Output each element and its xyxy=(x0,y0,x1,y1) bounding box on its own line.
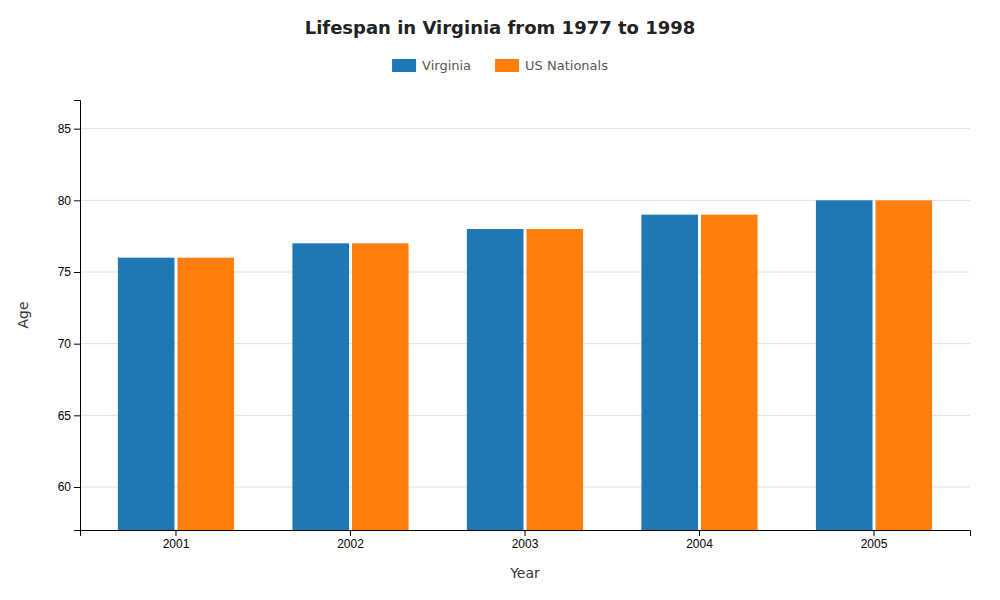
bar xyxy=(118,258,175,530)
y-tick-label: 60 xyxy=(58,480,72,494)
bar xyxy=(876,200,933,530)
x-tick: 2004 xyxy=(686,530,713,551)
y-tick-label: 75 xyxy=(58,265,72,279)
bar xyxy=(467,229,524,530)
y-tick: 80 xyxy=(58,194,80,208)
y-tick-label: 80 xyxy=(58,194,72,208)
y-tick-label: 65 xyxy=(58,409,72,423)
legend-swatch xyxy=(392,59,416,72)
x-tick: 2003 xyxy=(512,530,539,551)
x-axis-line xyxy=(81,531,971,537)
bar xyxy=(526,229,583,530)
x-tick-mark xyxy=(525,530,526,536)
x-axis: 2001 2002 2003 2004 2005 xyxy=(81,530,971,551)
x-tick-mark xyxy=(699,530,700,536)
chart: 2001 2002 2003 2004 2005 60 65 70 75 80 85 Year Age L… xyxy=(0,0,1000,600)
x-tick: 2005 xyxy=(861,530,888,551)
title: Lifespan in Virginia from 1977 to 1998 xyxy=(305,17,696,38)
bar xyxy=(816,200,873,530)
y-tick: 65 xyxy=(58,409,80,423)
bar xyxy=(641,215,698,530)
legend-item: US Nationals xyxy=(495,58,608,73)
bar xyxy=(177,258,234,530)
y-tick-mark xyxy=(74,200,80,201)
y-axis-line xyxy=(74,101,81,531)
bar xyxy=(352,243,409,530)
y-tick: 85 xyxy=(58,122,80,136)
y-tick-label: 85 xyxy=(58,122,72,136)
y-tick: 75 xyxy=(58,265,80,279)
x-tick-mark xyxy=(175,530,176,536)
legend: Virginia US Nationals xyxy=(392,58,608,73)
y-tick-mark xyxy=(74,344,80,345)
x-tick-label: 2003 xyxy=(512,537,539,551)
x-tick-mark xyxy=(350,530,351,536)
bar xyxy=(292,243,349,530)
x-tick-label: 2004 xyxy=(686,537,713,551)
legend-swatch xyxy=(495,59,519,72)
x-tick-label: 2002 xyxy=(337,537,364,551)
x-tick: 2002 xyxy=(337,530,364,551)
bars xyxy=(118,200,932,530)
y-tick-mark xyxy=(74,415,80,416)
y-tick: 70 xyxy=(58,337,80,351)
legend-label: Virginia xyxy=(422,58,471,73)
y-tick-mark xyxy=(74,487,80,488)
y-tick-label: 70 xyxy=(58,337,72,351)
legend-item: Virginia xyxy=(392,58,471,73)
x-tick-label: 2005 xyxy=(861,537,888,551)
x-axis-title: Year xyxy=(509,565,540,581)
legend-label: US Nationals xyxy=(525,58,608,73)
y-axis: 60 65 70 75 80 85 xyxy=(58,101,81,531)
grid-line xyxy=(80,128,970,129)
x-tick: 2001 xyxy=(163,530,190,551)
x-tick-label: 2001 xyxy=(163,537,190,551)
bar xyxy=(701,215,758,530)
y-tick-mark xyxy=(74,272,80,273)
y-tick: 60 xyxy=(58,480,80,494)
y-axis-title: Age xyxy=(15,301,31,328)
y-tick-mark xyxy=(74,129,80,130)
x-tick-mark xyxy=(874,530,875,536)
plot: 2001 2002 2003 2004 2005 60 65 70 75 80 85 xyxy=(58,101,971,551)
